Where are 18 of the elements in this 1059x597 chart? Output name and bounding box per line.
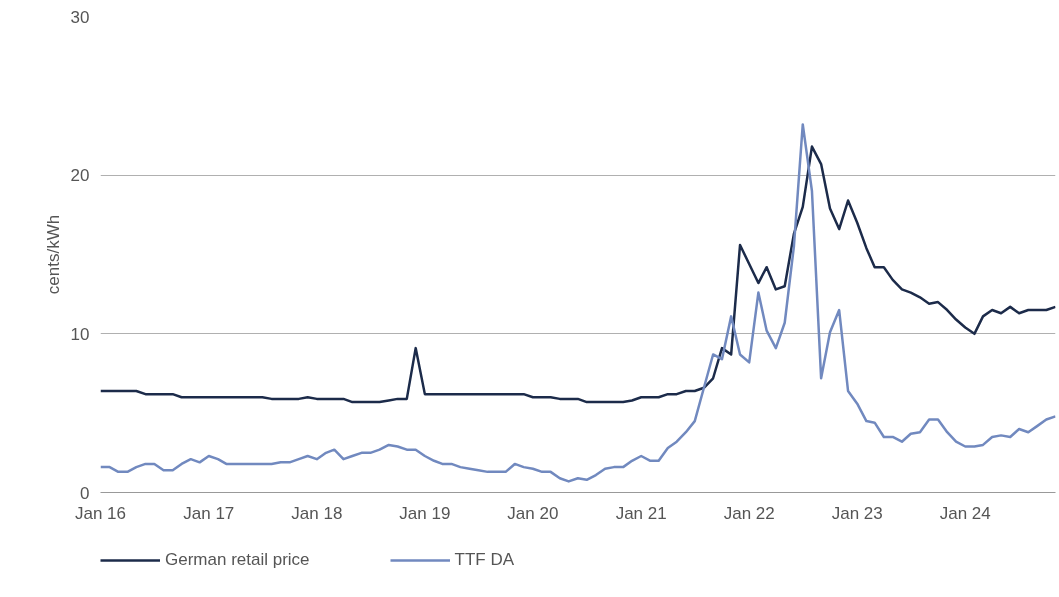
y-tick-label: 20 [70, 166, 90, 186]
x-tick-label: Jan 19 [399, 503, 451, 523]
x-tick-label: Jan 23 [831, 503, 883, 523]
line-series [100, 123, 1056, 483]
legend-label: German retail price [165, 550, 310, 570]
x-tick-label: Jan 16 [74, 503, 127, 523]
x-tick-label: Jan 21 [615, 503, 667, 523]
x-tick-label: Jan 18 [291, 503, 343, 523]
y-tick-label: 30 [70, 7, 90, 27]
x-tick-label: Jan 24 [939, 503, 991, 523]
x-tick-label: Jan 17 [183, 503, 235, 523]
legend-label: TTF DA [454, 550, 515, 570]
y-axis-title: cents/kWh [43, 214, 63, 295]
x-tick-label: Jan 20 [507, 503, 559, 523]
line-series [100, 145, 1056, 404]
y-tick-label: 0 [80, 483, 90, 503]
y-tick-label: 10 [70, 324, 90, 344]
x-tick-label: Jan 22 [723, 503, 775, 523]
